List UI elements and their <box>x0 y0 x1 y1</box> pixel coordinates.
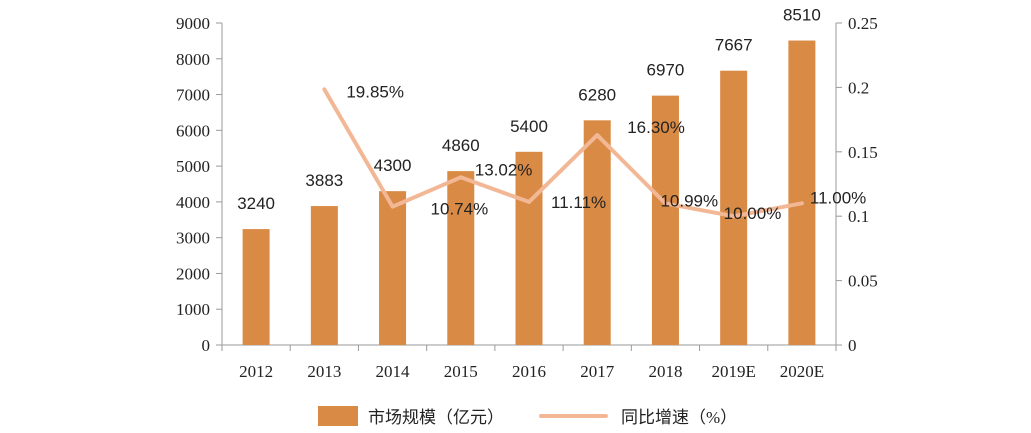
y-right-tick-label: 0.2 <box>848 78 869 97</box>
x-tick-label: 2015 <box>444 362 478 381</box>
bar <box>651 95 679 345</box>
legend-bar-swatch <box>318 406 358 426</box>
bar-value-label: 4300 <box>374 156 412 175</box>
y-left-tick-label: 6000 <box>176 121 210 140</box>
bar <box>242 229 270 345</box>
bar <box>720 70 748 346</box>
bar-value-label: 3240 <box>237 194 275 213</box>
legend-line-label: 同比增速（%） <box>621 408 737 428</box>
y-left-tick-label: 8000 <box>176 50 210 69</box>
bar <box>379 191 407 345</box>
bar <box>515 151 543 345</box>
line-value-label: 11.00% <box>810 188 866 207</box>
axes: 0 1000 2000 3000 4000 5000 6000 7000 8000 9000 0 0.… <box>176 14 878 381</box>
bar <box>310 206 338 345</box>
bar-value-label: 6280 <box>578 85 616 104</box>
bar-value-label: 3883 <box>305 171 343 190</box>
y-right-tick-label: 0.25 <box>848 14 878 33</box>
line-series <box>322 87 804 219</box>
y-left-tick-label: 3000 <box>176 229 210 248</box>
x-tick-label: 2012 <box>239 362 273 381</box>
x-tick-label: 2019E <box>711 362 755 381</box>
y-left-tick-label: 2000 <box>176 264 210 283</box>
bar-value-label: 6970 <box>647 61 685 80</box>
x-tick-label: 2016 <box>512 362 546 381</box>
legend-line-label-unit: （%） <box>689 408 737 427</box>
line-value-label: 16.30% <box>627 118 685 137</box>
legend-bar-label: 市场规模（亿元） <box>368 408 504 428</box>
line-value-label: 11.11% <box>551 193 606 212</box>
y-right-tick-label: 0 <box>848 336 857 355</box>
bar-series <box>242 40 816 346</box>
bar <box>447 171 475 345</box>
y-left-tick-label: 5000 <box>176 157 210 176</box>
x-tick-label: 2014 <box>376 362 411 381</box>
growth-line <box>322 87 804 219</box>
y-right-tick-label: 0.1 <box>848 207 869 226</box>
line-value-label: 13.02% <box>475 160 533 179</box>
y-left-tick-label: 7000 <box>176 86 210 105</box>
bar-value-label: 5400 <box>510 117 548 136</box>
y-left-tick-label: 9000 <box>176 14 210 33</box>
legend: 市场规模（亿元） 同比增速（%） <box>318 406 737 428</box>
line-value-label: 10.00% <box>724 204 782 223</box>
x-tick-label: 2017 <box>580 362 615 381</box>
y-left-tick-label: 1000 <box>176 300 210 319</box>
bar-value-label: 7667 <box>715 36 753 55</box>
bar-value-label: 4860 <box>442 136 480 155</box>
y-right-tick-label: 0.15 <box>848 143 878 162</box>
legend-line-label-main: 同比增速 <box>621 408 689 428</box>
x-tick-label: 2018 <box>648 362 682 381</box>
bar-value-label: 8510 <box>783 6 821 25</box>
line-value-label: 19.85% <box>346 82 404 101</box>
data-labels: 3240 3883 4300 4860 5400 6280 6970 7667 8510 19.8… <box>237 6 866 224</box>
bar <box>788 40 816 345</box>
y-left-tick-label: 0 <box>202 336 211 355</box>
x-tick-label: 2013 <box>307 362 341 381</box>
line-value-label: 10.99% <box>660 191 718 210</box>
y-left-tick-label: 4000 <box>176 193 210 212</box>
line-value-label: 10.74% <box>431 200 489 219</box>
y-right-tick-label: 0.05 <box>848 272 878 291</box>
bar <box>583 120 611 345</box>
x-tick-label: 2020E <box>780 362 824 381</box>
